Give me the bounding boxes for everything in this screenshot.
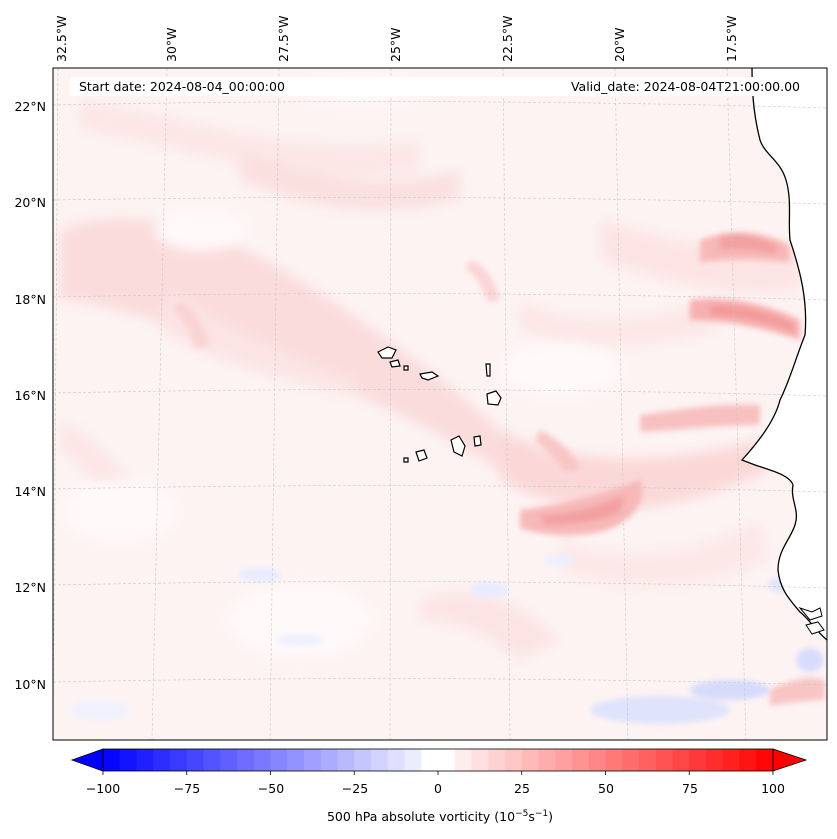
colorbar-segment [270, 749, 288, 771]
lon-label: 27.5°W [276, 16, 291, 62]
colorbar-segment [639, 749, 657, 771]
lat-label: 20°N [14, 195, 46, 210]
vorticity-field-light [60, 100, 800, 660]
lon-label: 20°W [612, 27, 627, 62]
colorbar-extend-low [70, 748, 104, 772]
colorbar-tick-label: 0 [434, 781, 442, 796]
longitude-labels: 32.5°W 30°W 27.5°W 25°W 22.5°W 20°W 17.5… [54, 16, 739, 62]
colorbar-tick-labels: −100 −75 −50 −25 0 25 50 75 100 [86, 781, 785, 796]
colorbar-tick-label: 50 [598, 781, 614, 796]
plot-area [53, 68, 827, 740]
start-date-text: Start date: 2024-08-04_00:00:00 [79, 79, 285, 94]
lon-label: 32.5°W [54, 16, 69, 62]
colorbar-segment [237, 749, 255, 771]
colorbar-segment [756, 749, 774, 771]
colorbar-ticks [102, 771, 774, 775]
colorbar-segment [538, 749, 556, 771]
colorbar-segment [438, 749, 456, 771]
plot-frame [52, 67, 828, 741]
colorbar-segment [304, 749, 322, 771]
colorbar-label-exp2: −1 [535, 809, 548, 819]
colorbar-tick-label: 25 [514, 781, 530, 796]
colorbar-segment [203, 749, 221, 771]
colorbar-segment [387, 749, 405, 771]
colorbar-segment [622, 749, 640, 771]
africa-coastline [740, 68, 827, 641]
lat-label: 16°N [14, 388, 46, 403]
lon-label: 30°W [164, 27, 179, 62]
colorbar-segment [354, 749, 372, 771]
colorbar-tick-label: −75 [174, 781, 200, 796]
colorbar-tick-label: 100 [761, 781, 785, 796]
vorticity-field-negative [70, 554, 824, 724]
gridlines [53, 68, 827, 740]
colorbar-segment [220, 749, 238, 771]
colorbar-tick-label: −100 [86, 781, 120, 796]
colorbar-segment [103, 749, 121, 771]
colorbar-segment [488, 749, 506, 771]
colorbar-segment [404, 749, 422, 771]
colorbar-label: 500 hPa absolute vorticity (10−5s−1) [327, 809, 553, 824]
colorbar-segment [287, 749, 305, 771]
colorbar-label-mid: s [528, 809, 535, 824]
vorticity-field-positive [172, 232, 825, 706]
lat-label: 18°N [14, 292, 46, 307]
colorbar-label-exp1: −5 [515, 809, 528, 819]
colorbar-segment [186, 749, 204, 771]
colorbar-segment [471, 749, 489, 771]
lon-label: 17.5°W [724, 16, 739, 62]
colorbar-segment [505, 749, 523, 771]
info-bar-background [70, 77, 810, 96]
colorbar-segments [103, 749, 774, 771]
colorbar-segment [739, 749, 757, 771]
colorbar-segment [521, 749, 539, 771]
colorbar-segment [706, 749, 724, 771]
cape-verde-islands [377, 346, 502, 463]
colorbar-segment [689, 749, 707, 771]
colorbar-segment [655, 749, 673, 771]
colorbar-label-end: ) [548, 809, 553, 824]
lat-label: 12°N [14, 580, 46, 595]
colorbar-segment [572, 749, 590, 771]
colorbar-tick-label: −25 [342, 781, 368, 796]
valid-date-text: Valid_date: 2024-08-04T21:00:00.00 [571, 79, 800, 94]
colorbar-segment [371, 749, 389, 771]
colorbar-segment [320, 749, 338, 771]
colorbar-segment [672, 749, 690, 771]
colorbar-tick-label: −50 [258, 781, 284, 796]
lat-label: 22°N [14, 99, 46, 114]
colorbar-segment [421, 749, 439, 771]
colorbar-segment [605, 749, 623, 771]
lon-label: 22.5°W [500, 16, 515, 62]
colorbar-segment [170, 749, 188, 771]
colorbar: −100 −75 −50 −25 0 25 50 75 100 500 hPa … [70, 748, 808, 824]
lat-label: 10°N [14, 677, 46, 692]
latitude-labels: 22°N 20°N 18°N 16°N 14°N 12°N 10°N [14, 99, 46, 692]
bissau-islands [798, 606, 825, 635]
colorbar-segment [555, 749, 573, 771]
colorbar-label-main: 500 hPa absolute vorticity (10 [327, 809, 515, 824]
lat-label: 14°N [14, 484, 46, 499]
colorbar-segment [136, 749, 154, 771]
colorbar-extend-high [772, 748, 808, 772]
colorbar-segment [337, 749, 355, 771]
colorbar-segment [253, 749, 271, 771]
colorbar-segment [588, 749, 606, 771]
africa-land [742, 68, 827, 740]
lon-label: 25°W [388, 27, 403, 62]
colorbar-segment [119, 749, 137, 771]
colorbar-segment [722, 749, 740, 771]
colorbar-segment [153, 749, 171, 771]
colorbar-segment [454, 749, 472, 771]
colorbar-tick-label: 75 [682, 781, 698, 796]
